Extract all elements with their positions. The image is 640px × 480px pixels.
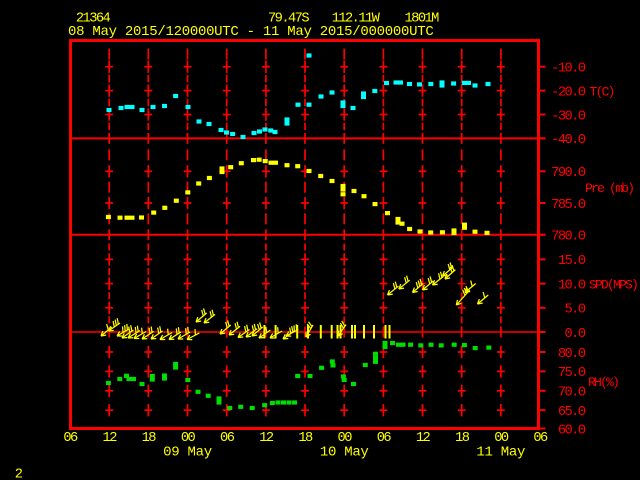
svg-text:09 May: 09 May: [163, 445, 212, 461]
svg-text:70.0: 70.0: [558, 386, 586, 401]
svg-text:2: 2: [15, 468, 23, 480]
svg-text:80.0: 80.0: [558, 347, 586, 362]
svg-text:00: 00: [181, 431, 196, 446]
svg-text:06: 06: [63, 431, 78, 446]
svg-text:08 May 2015/120000UTC - 11 May: 08 May 2015/120000UTC - 11 May 2015/0000…: [68, 24, 433, 40]
svg-text:5.0: 5.0: [565, 303, 586, 318]
svg-text:10.0: 10.0: [558, 278, 586, 293]
svg-text:-10.0: -10.0: [551, 62, 586, 77]
svg-text:T(C): T(C): [590, 84, 614, 99]
svg-text:18: 18: [142, 431, 157, 446]
svg-text:18: 18: [298, 431, 313, 446]
svg-text:65.0: 65.0: [558, 405, 586, 420]
svg-text:21364: 21364: [76, 12, 111, 27]
svg-text:12: 12: [416, 431, 431, 446]
svg-text:00: 00: [338, 431, 353, 446]
svg-text:06: 06: [220, 431, 235, 446]
svg-text:790.0: 790.0: [551, 166, 586, 181]
svg-text:-30.0: -30.0: [551, 109, 586, 124]
svg-text:60.0: 60.0: [558, 423, 586, 438]
svg-text:-40.0: -40.0: [551, 133, 586, 148]
svg-text:00: 00: [494, 431, 509, 446]
svg-text:RH(%): RH(%): [588, 375, 618, 390]
svg-text:785.0: 785.0: [551, 198, 586, 213]
svg-text:112.11W: 112.11W: [332, 12, 381, 27]
svg-text:12: 12: [259, 431, 274, 446]
svg-text:15.0: 15.0: [558, 254, 586, 269]
svg-text:79.47S: 79.47S: [268, 12, 309, 27]
svg-text:18: 18: [455, 431, 470, 446]
svg-text:1801M: 1801M: [405, 12, 440, 27]
svg-text:SPD(MPS): SPD(MPS): [589, 277, 637, 292]
svg-text:0.0: 0.0: [565, 327, 586, 342]
svg-text:780.0: 780.0: [551, 230, 586, 245]
svg-text:75.0: 75.0: [558, 366, 586, 381]
svg-text:Pre (mb): Pre (mb): [585, 181, 633, 196]
svg-text:06: 06: [533, 431, 548, 446]
svg-text:-20.0: -20.0: [551, 85, 586, 100]
svg-text:06: 06: [377, 431, 392, 446]
svg-text:11 May: 11 May: [476, 445, 525, 461]
svg-text:12: 12: [103, 431, 118, 446]
svg-text:10 May: 10 May: [320, 445, 369, 461]
